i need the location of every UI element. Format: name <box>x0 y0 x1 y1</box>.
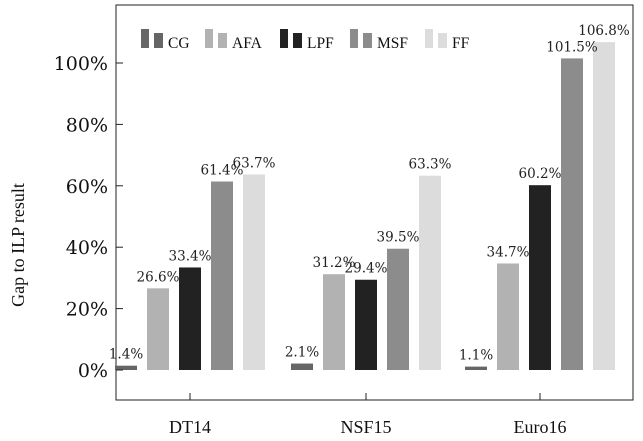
legend-swatch <box>218 33 227 48</box>
bar-afa <box>497 263 519 370</box>
bar-afa <box>147 288 169 370</box>
legend-label: MSF <box>377 35 408 52</box>
bar-ff <box>243 174 265 370</box>
data-label: 1.1% <box>459 348 493 364</box>
plot-frame <box>115 4 634 401</box>
bar-cg <box>291 363 313 370</box>
bar-lpf <box>529 185 551 370</box>
data-label: 26.6% <box>137 269 180 285</box>
y-tick-label: 60% <box>66 176 108 198</box>
y-tick-label: 0% <box>78 360 108 382</box>
y-axis-title: Gap to ILP result <box>8 183 28 307</box>
y-tick-label: 80% <box>66 114 108 136</box>
bars-group <box>115 42 615 371</box>
data-labels-group: 1.4% 2.1% 1.1% 26.6% 31.2% 34.7% 33.4% 29.4% 60.… <box>109 23 630 363</box>
data-label: 106.8% <box>578 23 630 39</box>
legend-swatch <box>350 29 358 48</box>
plot-border <box>115 4 634 401</box>
legend-swatch <box>154 33 163 48</box>
data-label: 31.2% <box>313 255 356 271</box>
legend-label: AFA <box>232 35 263 52</box>
data-label: 60.2% <box>519 166 562 182</box>
legend-swatch <box>141 29 149 48</box>
data-label: 63.3% <box>409 157 452 173</box>
data-label: 34.7% <box>487 244 530 260</box>
y-tick-label: 20% <box>66 299 108 321</box>
x-axis: DT14 NSF15 Euro16 <box>169 393 567 437</box>
bar-ff <box>419 175 441 370</box>
bar-lpf <box>355 279 377 370</box>
bar-afa <box>323 274 345 370</box>
data-label: 101.5% <box>546 39 598 55</box>
data-label: 1.4% <box>109 347 143 363</box>
data-label: 29.4% <box>345 261 388 277</box>
legend-swatch <box>363 33 372 48</box>
bar-ff <box>593 42 615 371</box>
legend-swatch <box>205 29 213 48</box>
legend-label: LPF <box>307 35 334 52</box>
data-label: 2.1% <box>285 345 319 361</box>
data-label: 61.4% <box>201 163 244 179</box>
data-label: 39.5% <box>377 230 420 246</box>
bar-msf <box>561 58 583 371</box>
y-tick-label: 100% <box>54 53 108 75</box>
legend-label: FF <box>452 35 470 52</box>
y-tick-label: 40% <box>66 237 108 259</box>
data-label: 63.7% <box>233 155 276 171</box>
legend-label: CG <box>168 35 190 52</box>
legend-swatch <box>293 33 302 48</box>
bar-lpf <box>179 267 201 370</box>
x-tick-label: NSF15 <box>340 417 391 437</box>
bar-msf <box>211 181 233 370</box>
legend-swatch <box>438 33 447 48</box>
y-axis: 0% 20% 40% 60% 80% 100% <box>54 53 123 382</box>
bar-cg <box>115 365 137 370</box>
legend-swatch <box>280 29 288 48</box>
data-label: 33.4% <box>169 248 212 264</box>
bar-cg <box>465 366 487 370</box>
bar-msf <box>387 248 409 370</box>
x-tick-label: Euro16 <box>514 417 567 437</box>
x-tick-label: DT14 <box>169 417 211 437</box>
legend: CG AFA LPF MSF FF <box>141 29 470 52</box>
legend-swatch <box>425 29 433 48</box>
